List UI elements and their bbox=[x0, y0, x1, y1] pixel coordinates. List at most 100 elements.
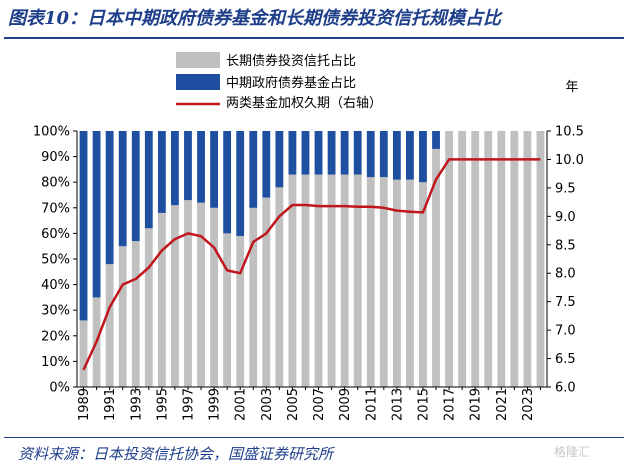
legend-label-mid-term: 中期政府债券基金占比 bbox=[226, 75, 356, 91]
source-note: 资料来源：日本投资信托协会，国盛证券研究所 bbox=[18, 445, 334, 463]
bar-long-term bbox=[458, 131, 467, 387]
right-axis-unit-label: 年 bbox=[565, 80, 578, 95]
x-axis-tick-label: 2021 bbox=[495, 388, 510, 421]
left-axis-tick-label: 0% bbox=[49, 381, 70, 396]
left-axis-tick-label: 20% bbox=[41, 329, 70, 344]
bar-mid-term bbox=[171, 131, 179, 206]
bar-long-term bbox=[262, 197, 271, 387]
left-axis-tick-label: 90% bbox=[41, 150, 70, 165]
bar-long-term bbox=[379, 177, 388, 387]
bar-long-term bbox=[301, 174, 310, 387]
x-axis-tick-label: 1999 bbox=[208, 388, 223, 421]
bar-long-term bbox=[249, 207, 258, 387]
bar-mid-term bbox=[379, 131, 388, 178]
left-axis-tick-label: 10% bbox=[41, 355, 70, 370]
bar-long-term bbox=[131, 241, 140, 387]
duration-line bbox=[82, 158, 541, 371]
bar-long-term bbox=[210, 207, 218, 387]
bar-long-term bbox=[392, 179, 401, 387]
x-axis-tick-label: 1993 bbox=[129, 388, 144, 421]
bar-mid-term bbox=[223, 131, 232, 234]
x-axis-tick-label: 2009 bbox=[338, 388, 353, 421]
left-axis-tick-label: 40% bbox=[41, 278, 70, 293]
source-divider bbox=[4, 437, 624, 438]
x-axis-tick-label: 2017 bbox=[443, 388, 458, 421]
right-axis-tick-label: 10.5 bbox=[555, 125, 584, 140]
bar-long-term bbox=[340, 174, 349, 387]
bar-mid-term bbox=[432, 131, 440, 149]
bar-long-term bbox=[353, 174, 362, 387]
left-axis-tick-label: 60% bbox=[41, 227, 70, 242]
bar-mid-term bbox=[366, 131, 375, 178]
x-axis-tick-label: 2019 bbox=[469, 388, 484, 421]
bar-mid-term bbox=[210, 131, 218, 208]
legend-label-long-term: 长期债券投资信托占比 bbox=[226, 53, 356, 69]
right-axis-tick-label: 9.0 bbox=[555, 210, 576, 225]
left-axis-tick-label: 50% bbox=[41, 253, 70, 268]
bar-long-term bbox=[432, 148, 440, 387]
legend-label-duration: 两类基金加权久期（右轴） bbox=[226, 95, 382, 111]
bar-mid-term bbox=[275, 131, 284, 188]
right-axis-tick-label: 10.0 bbox=[555, 153, 584, 168]
bar-mid-term bbox=[105, 131, 114, 265]
legend-swatch-long-term bbox=[176, 52, 220, 68]
left-axis-tick-label: 30% bbox=[41, 304, 70, 319]
bar-long-term bbox=[497, 131, 506, 387]
bar-long-term bbox=[445, 131, 453, 387]
left-axis-tick-label: 70% bbox=[41, 201, 70, 216]
x-axis-tick-label: 2023 bbox=[521, 388, 536, 421]
bar-mid-term bbox=[301, 131, 310, 175]
bar-mid-term bbox=[236, 131, 245, 236]
bar-long-term bbox=[171, 205, 179, 387]
right-axis-tick-label: 8.5 bbox=[555, 238, 576, 253]
bar-mid-term bbox=[197, 131, 205, 203]
bar-long-term bbox=[536, 131, 545, 387]
x-axis-tick-label: 1989 bbox=[77, 388, 92, 421]
right-axis-tick-label: 6.5 bbox=[555, 352, 576, 367]
bar-mid-term bbox=[327, 131, 336, 175]
x-axis-tick-label: 2007 bbox=[312, 388, 327, 421]
bar-long-term bbox=[144, 228, 153, 387]
x-axis-tick-label: 2003 bbox=[260, 388, 275, 421]
bar-mid-term bbox=[118, 131, 127, 247]
bar-long-term bbox=[314, 174, 323, 387]
x-axis-tick-label: 2013 bbox=[390, 388, 405, 421]
right-axis-tick-label: 7.5 bbox=[555, 295, 576, 310]
bar-long-term bbox=[288, 174, 297, 387]
bar-mid-term bbox=[419, 131, 427, 183]
right-axis-tick-label: 6.0 bbox=[555, 381, 576, 396]
bar-mid-term bbox=[340, 131, 349, 175]
bar-long-term bbox=[236, 235, 245, 387]
bar-long-term bbox=[223, 233, 232, 387]
x-axis-tick-label: 2001 bbox=[234, 388, 249, 421]
x-axis-tick-label: 1991 bbox=[103, 388, 118, 421]
bar-mid-term bbox=[92, 131, 101, 298]
x-axis-tick-label: 1997 bbox=[181, 388, 196, 421]
x-axis-tick-label: 2005 bbox=[286, 388, 301, 421]
right-axis-tick-label: 9.5 bbox=[555, 181, 576, 196]
bar-long-term bbox=[327, 174, 336, 387]
left-axis-tick-label: 100% bbox=[33, 125, 70, 140]
bar-long-term bbox=[510, 131, 519, 387]
chart-title: 图表10：日本中期政府债券基金和长期债券投资信托规模占比 bbox=[8, 8, 502, 29]
bar-mid-term bbox=[144, 131, 153, 229]
watermark-logo: 格隆汇 bbox=[554, 445, 591, 459]
x-axis-tick-label: 2011 bbox=[364, 388, 379, 421]
bar-mid-term bbox=[249, 131, 258, 208]
left-axis-tick-label: 80% bbox=[41, 176, 70, 191]
title-divider bbox=[4, 37, 624, 39]
bar-long-term bbox=[419, 182, 427, 387]
bar-mid-term bbox=[262, 131, 271, 198]
right-axis-tick-label: 7.0 bbox=[555, 324, 576, 339]
bar-long-term bbox=[406, 179, 414, 387]
x-axis-tick-label: 1995 bbox=[155, 388, 170, 421]
legend-swatch-mid-term bbox=[176, 74, 220, 90]
bar-mid-term bbox=[314, 131, 323, 175]
bar-long-term bbox=[105, 264, 114, 387]
bar-mid-term bbox=[288, 131, 297, 175]
bar-mid-term bbox=[184, 131, 192, 201]
bar-long-term bbox=[184, 200, 192, 387]
bar-mid-term bbox=[392, 131, 401, 180]
bar-mid-term bbox=[406, 131, 414, 180]
